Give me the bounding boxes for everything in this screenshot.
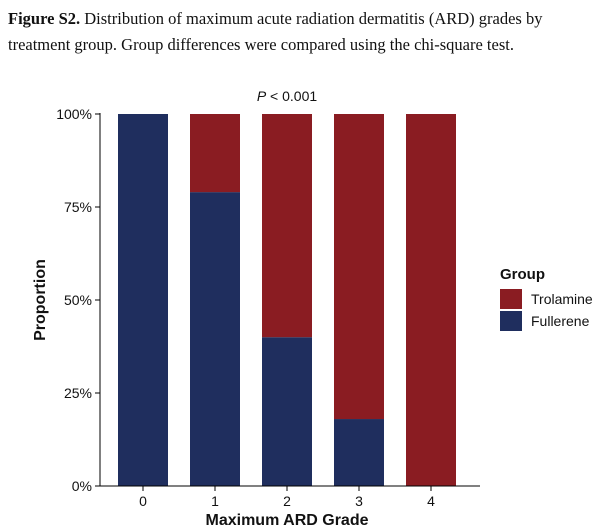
legend-swatch-fullerene xyxy=(500,311,522,331)
bar-trolamine-grade-2 xyxy=(262,114,312,338)
figure-label: Figure S2. xyxy=(8,9,81,28)
figure-caption-text: Distribution of maximum acute radiation … xyxy=(8,9,543,54)
x-tick-label: 4 xyxy=(427,493,435,509)
x-tick-label: 1 xyxy=(211,493,219,509)
y-tick-label: 100% xyxy=(56,106,92,122)
bar-fullerene-grade-2 xyxy=(262,337,312,486)
x-ticks-group: 0 1 2 3 4 xyxy=(139,486,435,509)
bar-trolamine-grade-4 xyxy=(406,114,456,486)
figure-caption: Figure S2. Distribution of maximum acute… xyxy=(8,6,596,58)
y-tick-label: 75% xyxy=(64,199,92,215)
legend-label-fullerene: Fullerene xyxy=(531,313,590,329)
bars-group xyxy=(118,114,456,486)
bar-fullerene-grade-1 xyxy=(190,192,240,486)
x-tick-label: 2 xyxy=(283,493,291,509)
bar-trolamine-grade-3 xyxy=(334,114,384,420)
bar-trolamine-grade-1 xyxy=(190,114,240,193)
legend: Trolamine Fullerene xyxy=(500,289,593,331)
p-value-annotation: P < 0.001 xyxy=(257,88,318,104)
legend-label-trolamine: Trolamine xyxy=(531,291,593,307)
legend-swatch-trolamine xyxy=(500,289,522,309)
y-axis-title: Proportion xyxy=(32,259,49,341)
y-tick-label: 50% xyxy=(64,292,92,308)
x-tick-label: 3 xyxy=(355,493,363,509)
y-ticks-group: 0% 25% 50% 75% 100% xyxy=(56,106,100,494)
x-axis-title: Maximum ARD Grade xyxy=(206,512,369,529)
y-tick-label: 25% xyxy=(64,385,92,401)
y-tick-label: 0% xyxy=(72,478,92,494)
x-tick-label: 0 xyxy=(139,493,147,509)
legend-title: Group xyxy=(500,266,545,283)
bar-fullerene-grade-3 xyxy=(334,419,384,486)
bar-fullerene-grade-0 xyxy=(118,114,168,486)
